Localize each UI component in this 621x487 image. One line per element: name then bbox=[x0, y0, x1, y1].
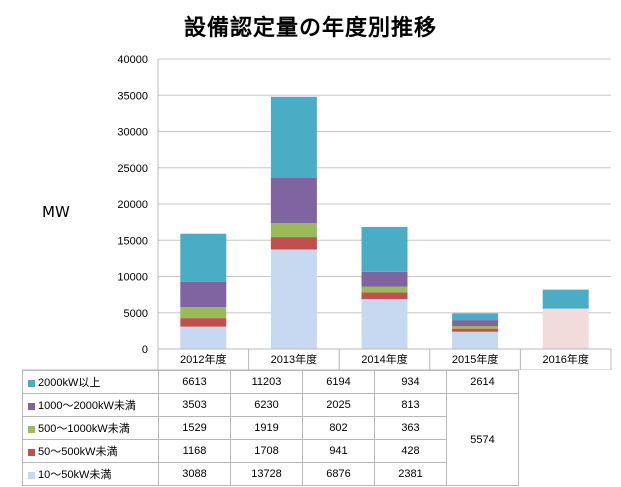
bar-segment bbox=[180, 281, 227, 308]
bar-segment bbox=[180, 307, 227, 319]
legend-swatch-50-500kw bbox=[28, 448, 35, 456]
x-category-label: 2015年度 bbox=[452, 352, 498, 366]
y-tick-label: 35000 bbox=[117, 90, 148, 102]
bar-segment bbox=[361, 286, 408, 293]
y-tick-label: 30000 bbox=[117, 127, 148, 139]
table-cell: 3503 bbox=[158, 393, 231, 417]
bar-segment bbox=[180, 318, 227, 327]
y-tick-label: 25000 bbox=[117, 163, 148, 175]
table-cell: 3088 bbox=[158, 462, 231, 486]
table-cell: 6194 bbox=[302, 370, 375, 394]
bar-segment bbox=[452, 313, 499, 321]
row-label-500-1000kw: 500～1000kW未満 bbox=[22, 416, 159, 440]
legend-swatch-10-50kw bbox=[28, 471, 35, 479]
table-cell: 6613 bbox=[158, 370, 231, 394]
bar-segment bbox=[452, 326, 499, 329]
bar-segment bbox=[452, 328, 499, 332]
bar-segment bbox=[361, 271, 408, 287]
bar-segment bbox=[270, 249, 317, 349]
table-cell: 6230 bbox=[230, 393, 303, 417]
bar-segment-2016-merged bbox=[542, 308, 589, 349]
table-cell: 2381 bbox=[374, 462, 447, 486]
stacked-bar-chart: 0 5000 10000 15000 20000 25000 30000 35000 40000… bbox=[22, 54, 612, 370]
bar-segment bbox=[180, 326, 227, 349]
y-tick-label: 10000 bbox=[117, 272, 148, 284]
row-label-10-50kw: 10～50kW未満 bbox=[22, 462, 159, 486]
bar-segment bbox=[180, 233, 227, 282]
series-name: 2000kW以上 bbox=[38, 377, 101, 389]
merged-cell-2016: 5574 bbox=[446, 393, 519, 486]
table-cell: 1919 bbox=[230, 416, 303, 440]
bar-segment bbox=[270, 178, 317, 224]
row-label-2000kw: 2000kW以上 bbox=[22, 370, 159, 394]
bar-segment bbox=[452, 331, 499, 349]
table-cell: 1529 bbox=[158, 416, 231, 440]
table-row-2000kw: 2000kW以上 6613 11203 6194 934 2614 bbox=[22, 370, 519, 394]
table-cell: 813 bbox=[374, 393, 447, 417]
bar-segment bbox=[361, 226, 408, 272]
y-tick-label: 15000 bbox=[117, 235, 148, 247]
table-cell: 1708 bbox=[230, 439, 303, 463]
x-category-label: 2012年度 bbox=[180, 352, 226, 366]
table-cell: 802 bbox=[302, 416, 375, 440]
table-cell: 2025 bbox=[302, 393, 375, 417]
table-row-1000-2000kw: 1000～2000kW未満 3503 6230 2025 813 5574 bbox=[22, 393, 519, 486]
data-table: 2000kW以上 6613 11203 6194 934 2614 1000～2… bbox=[22, 370, 519, 486]
x-category-label: 2014年度 bbox=[361, 352, 407, 366]
table-cell: 13728 bbox=[230, 462, 303, 486]
bar-segment bbox=[361, 292, 408, 300]
table-cell: 363 bbox=[374, 416, 447, 440]
series-name: 50～500kW未満 bbox=[38, 446, 118, 458]
row-label-1000-2000kw: 1000～2000kW未満 bbox=[22, 393, 159, 417]
y-tick-label: 20000 bbox=[117, 199, 148, 211]
x-category-label: 2013年度 bbox=[271, 352, 317, 366]
table-cell: 1168 bbox=[158, 439, 231, 463]
table-row-50-500kw: 50～500kW未満 1168 1708 941 428 bbox=[22, 439, 519, 463]
chart-title: 設備認定量の年度別推移 bbox=[183, 16, 437, 41]
table-cell: 934 bbox=[374, 370, 447, 394]
series-name: 500～1000kW未満 bbox=[38, 423, 130, 435]
row-label-50-500kw: 50～500kW未満 bbox=[22, 439, 159, 463]
bar-segment bbox=[361, 299, 408, 349]
bar-segment bbox=[270, 96, 317, 179]
table-cell: 11203 bbox=[230, 370, 303, 394]
table-row-500-1000kw: 500～1000kW未満 1529 1919 802 363 bbox=[22, 416, 519, 440]
y-tick-label: 0 bbox=[142, 344, 148, 356]
series-name: 1000～2000kW未満 bbox=[38, 400, 136, 412]
y-tick-label: 40000 bbox=[117, 54, 148, 66]
bar-segment bbox=[270, 223, 317, 238]
table-row-10-50kw: 10～50kW未満 3088 13728 6876 2381 bbox=[22, 462, 519, 486]
table-cell: 6876 bbox=[302, 462, 375, 486]
series-name: 10～50kW未満 bbox=[38, 469, 112, 481]
legend-swatch-1000-2000kw bbox=[28, 402, 35, 410]
bar-segment bbox=[452, 320, 499, 327]
table-cell: 428 bbox=[374, 439, 447, 463]
table-cell: 2614 bbox=[446, 370, 519, 394]
legend-swatch-500-1000kw bbox=[28, 425, 35, 433]
bar-segment bbox=[542, 289, 589, 309]
bar-segment bbox=[270, 237, 317, 250]
table-cell: 941 bbox=[302, 439, 375, 463]
y-tick-label: 5000 bbox=[124, 308, 148, 320]
x-category-label: 2016年度 bbox=[542, 352, 588, 366]
y-axis-unit-label: MW bbox=[42, 203, 70, 221]
legend-swatch-2000kw bbox=[28, 379, 35, 387]
